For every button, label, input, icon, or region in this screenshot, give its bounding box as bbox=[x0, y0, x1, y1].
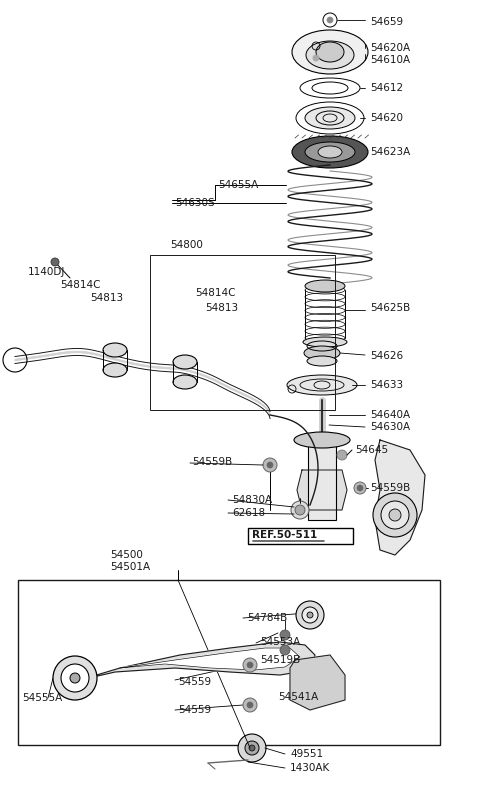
Text: 1430AK: 1430AK bbox=[290, 763, 330, 773]
Circle shape bbox=[337, 450, 347, 460]
Ellipse shape bbox=[305, 142, 355, 162]
Ellipse shape bbox=[103, 363, 127, 377]
Circle shape bbox=[354, 482, 366, 494]
Circle shape bbox=[373, 493, 417, 537]
Circle shape bbox=[243, 658, 257, 672]
Circle shape bbox=[307, 612, 313, 618]
Text: 54555A: 54555A bbox=[22, 693, 62, 703]
Text: 54655A: 54655A bbox=[218, 180, 258, 190]
Text: 54559: 54559 bbox=[178, 705, 211, 715]
Text: 54623A: 54623A bbox=[370, 147, 410, 157]
Text: 54501A: 54501A bbox=[110, 562, 150, 572]
Bar bbox=[18, 580, 440, 745]
Text: 54814C: 54814C bbox=[195, 288, 236, 298]
Ellipse shape bbox=[173, 355, 197, 369]
Ellipse shape bbox=[173, 375, 197, 389]
Text: 54800: 54800 bbox=[170, 240, 203, 250]
Circle shape bbox=[280, 645, 290, 655]
Ellipse shape bbox=[307, 356, 337, 366]
Text: 54553A: 54553A bbox=[260, 637, 300, 647]
Text: 54620A: 54620A bbox=[370, 43, 410, 53]
Text: 54500: 54500 bbox=[110, 550, 143, 560]
Text: 54813: 54813 bbox=[205, 303, 238, 313]
Text: 54630S: 54630S bbox=[175, 198, 215, 208]
Ellipse shape bbox=[294, 432, 350, 448]
Bar bbox=[248, 528, 353, 544]
Circle shape bbox=[280, 630, 290, 640]
Text: 54559: 54559 bbox=[178, 677, 211, 687]
Circle shape bbox=[247, 662, 253, 668]
Text: 54620: 54620 bbox=[370, 113, 403, 123]
Text: 54559B: 54559B bbox=[192, 457, 232, 467]
Polygon shape bbox=[297, 470, 347, 510]
Ellipse shape bbox=[306, 41, 354, 69]
Text: 54612: 54612 bbox=[370, 83, 403, 93]
Ellipse shape bbox=[318, 146, 342, 158]
Text: 54541A: 54541A bbox=[278, 692, 318, 702]
Text: 54813: 54813 bbox=[90, 293, 123, 303]
Ellipse shape bbox=[292, 30, 368, 74]
Circle shape bbox=[61, 664, 89, 692]
Text: 54630A: 54630A bbox=[370, 422, 410, 432]
Polygon shape bbox=[80, 642, 315, 680]
Ellipse shape bbox=[292, 136, 368, 168]
Circle shape bbox=[381, 501, 409, 529]
Text: 54784B: 54784B bbox=[247, 613, 287, 623]
Text: 54830A: 54830A bbox=[232, 495, 272, 505]
Ellipse shape bbox=[316, 42, 344, 62]
Circle shape bbox=[313, 55, 319, 61]
Bar bbox=[150, 255, 335, 410]
Ellipse shape bbox=[304, 346, 340, 360]
Circle shape bbox=[302, 607, 318, 623]
Circle shape bbox=[53, 656, 97, 700]
Ellipse shape bbox=[305, 280, 345, 292]
Circle shape bbox=[296, 601, 324, 629]
Circle shape bbox=[291, 501, 309, 519]
Circle shape bbox=[247, 702, 253, 708]
Circle shape bbox=[389, 509, 401, 521]
Circle shape bbox=[263, 458, 277, 472]
Circle shape bbox=[238, 734, 266, 762]
Polygon shape bbox=[290, 655, 345, 710]
Text: 62618: 62618 bbox=[232, 508, 265, 518]
Text: 54645: 54645 bbox=[355, 445, 388, 455]
Text: 54814C: 54814C bbox=[60, 280, 100, 290]
Text: 54610A: 54610A bbox=[370, 55, 410, 65]
Polygon shape bbox=[375, 440, 425, 555]
Ellipse shape bbox=[305, 107, 355, 129]
Circle shape bbox=[51, 258, 59, 266]
Text: 54640A: 54640A bbox=[370, 410, 410, 420]
Circle shape bbox=[267, 462, 273, 468]
Circle shape bbox=[70, 673, 80, 683]
Text: 49551: 49551 bbox=[290, 749, 323, 759]
Ellipse shape bbox=[103, 343, 127, 357]
Polygon shape bbox=[120, 648, 300, 670]
Text: 54559B: 54559B bbox=[370, 483, 410, 493]
Text: 54519B: 54519B bbox=[260, 655, 300, 665]
Text: 54659: 54659 bbox=[370, 17, 403, 27]
Ellipse shape bbox=[303, 337, 347, 347]
Circle shape bbox=[327, 17, 333, 23]
Circle shape bbox=[357, 485, 363, 491]
Text: 54633: 54633 bbox=[370, 380, 403, 390]
Text: 54625B: 54625B bbox=[370, 303, 410, 313]
Circle shape bbox=[243, 698, 257, 712]
Bar bbox=[308, 440, 336, 520]
Circle shape bbox=[249, 745, 255, 751]
Circle shape bbox=[295, 505, 305, 515]
Ellipse shape bbox=[287, 375, 357, 395]
Text: 54626: 54626 bbox=[370, 351, 403, 361]
Text: REF.50-511: REF.50-511 bbox=[252, 530, 317, 540]
Circle shape bbox=[245, 741, 259, 755]
Text: 1140DJ: 1140DJ bbox=[28, 267, 65, 277]
